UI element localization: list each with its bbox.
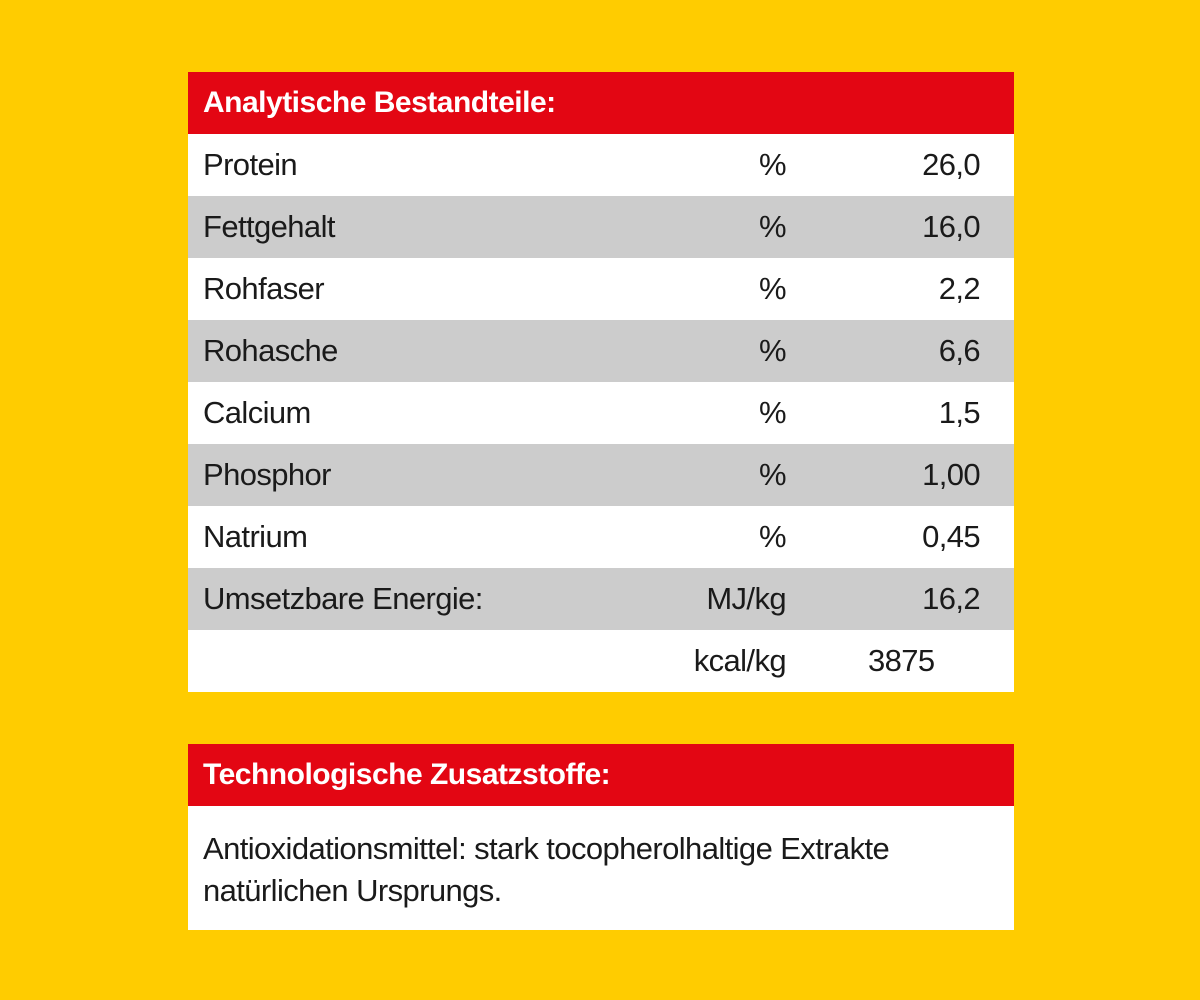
additives-text-line: natürlichen Ursprungs. [203, 873, 502, 908]
table-row: Umsetzbare Energie: MJ/kg 16,2 [188, 568, 1014, 630]
energy-value-mj: 16,2 [922, 581, 981, 616]
table-row: Protein % 26,0 [188, 134, 1014, 196]
nutrient-value: 26,0 [922, 147, 981, 182]
nutrient-unit: % [759, 333, 787, 368]
nutrient-label: Protein [203, 147, 298, 182]
nutrient-value: 16,0 [922, 209, 981, 244]
table-row: Rohasche % 6,6 [188, 320, 1014, 382]
nutrient-value: 6,6 [938, 333, 981, 368]
nutrient-label: Rohasche [203, 333, 338, 368]
nutrient-label: Rohfaser [203, 271, 325, 306]
nutrient-value: 1,5 [938, 395, 981, 430]
nutrient-unit: % [759, 209, 787, 244]
nutrient-label: Natrium [203, 519, 308, 554]
nutrient-value: 2,2 [938, 271, 981, 306]
energy-label: Umsetzbare Energie: [203, 581, 483, 616]
energy-unit-kcal: kcal/kg [693, 643, 787, 678]
energy-value-kcal: 3875 [868, 643, 935, 678]
additives-text-line: Antioxidationsmittel: stark tocopherolha… [203, 831, 890, 866]
nutrient-value: 1,00 [922, 457, 981, 492]
nutrient-unit: % [759, 271, 787, 306]
technological-additives-header: Technologische Zusatzstoffe: [188, 744, 1014, 806]
table-row: kcal/kg 3875 [188, 630, 1014, 692]
nutrient-label: Calcium [203, 395, 311, 430]
technological-additives-box: Technologische Zusatzstoffe: Antioxidati… [188, 744, 1014, 930]
table-row: Natrium % 0,45 [188, 506, 1014, 568]
table-row: Rohfaser % 2,2 [188, 258, 1014, 320]
nutrient-unit: % [759, 395, 787, 430]
table-row: Fettgehalt % 16,0 [188, 196, 1014, 258]
table-row: Phosphor % 1,00 [188, 444, 1014, 506]
nutrient-value: 0,45 [922, 519, 981, 554]
technological-additives-text: Antioxidationsmittel: stark tocopherolha… [188, 806, 1014, 930]
analytic-components-header: Analytische Bestandteile: [188, 72, 1014, 134]
table-row: Calcium % 1,5 [188, 382, 1014, 444]
analytic-components-table: Analytische Bestandteile: Protein % 26,0… [188, 72, 1014, 692]
analytic-components-rows: Protein % 26,0 Fettgehalt % 16,0 Rohfase… [188, 134, 1014, 692]
nutrient-unit: % [759, 519, 787, 554]
nutrient-label: Phosphor [203, 457, 332, 492]
nutrient-unit: % [759, 147, 787, 182]
nutrient-label: Fettgehalt [203, 209, 335, 244]
energy-unit-mj: MJ/kg [706, 581, 786, 616]
nutrient-unit: % [759, 457, 787, 492]
